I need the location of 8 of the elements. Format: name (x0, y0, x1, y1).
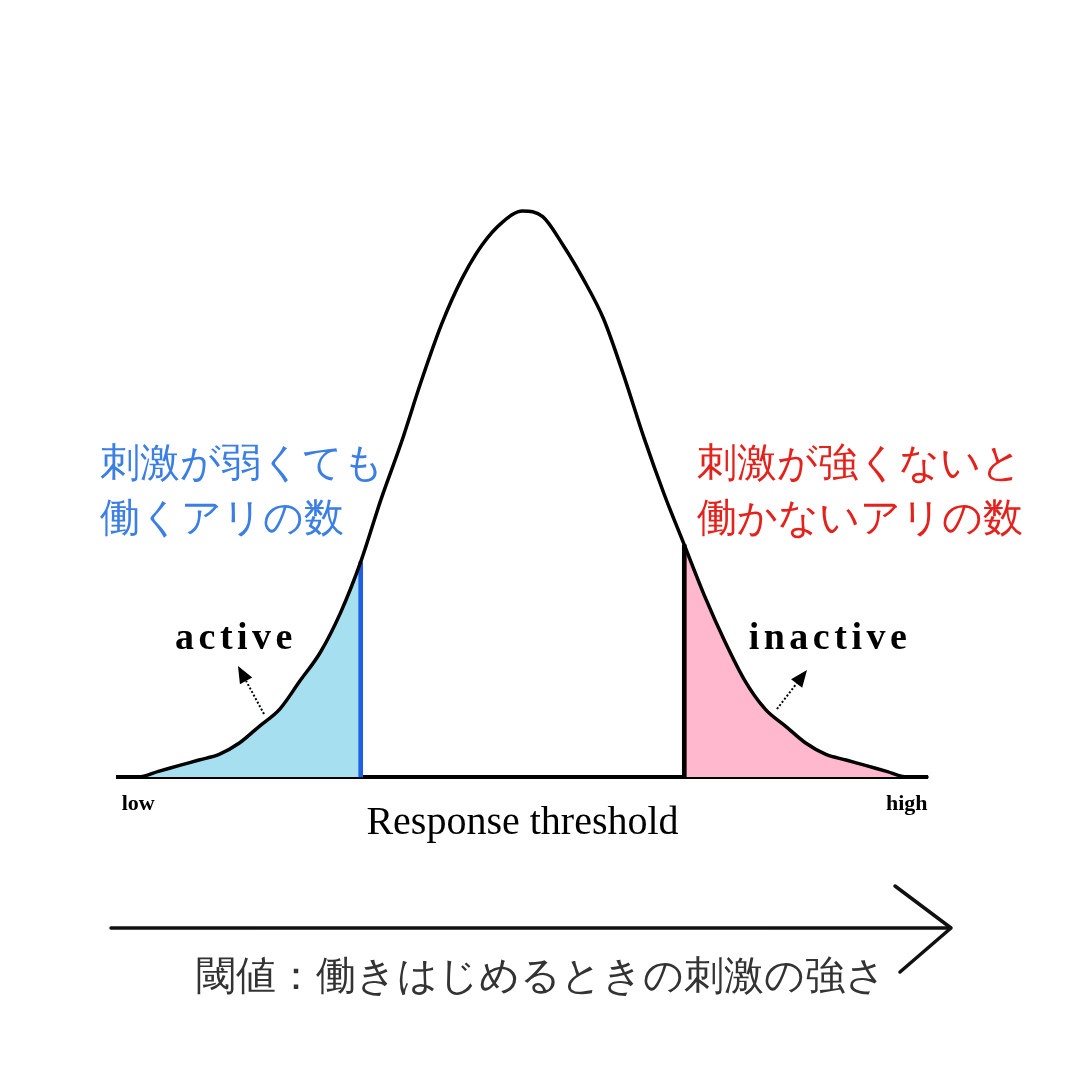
x-tick-label: high (885, 789, 928, 815)
text: 閾値：働きはじめるときの刺激の強さ (196, 951, 886, 1000)
x-axis-title: Response threshold (366, 797, 679, 843)
annotation: 刺激が弱くても働くアリの数 (100, 438, 385, 542)
annotation: 刺激が強くないと働かないアリの数 (697, 438, 1024, 542)
annotation: inactive (748, 615, 912, 657)
annotation: active (175, 615, 297, 657)
x-tick-label: low (121, 789, 155, 815)
